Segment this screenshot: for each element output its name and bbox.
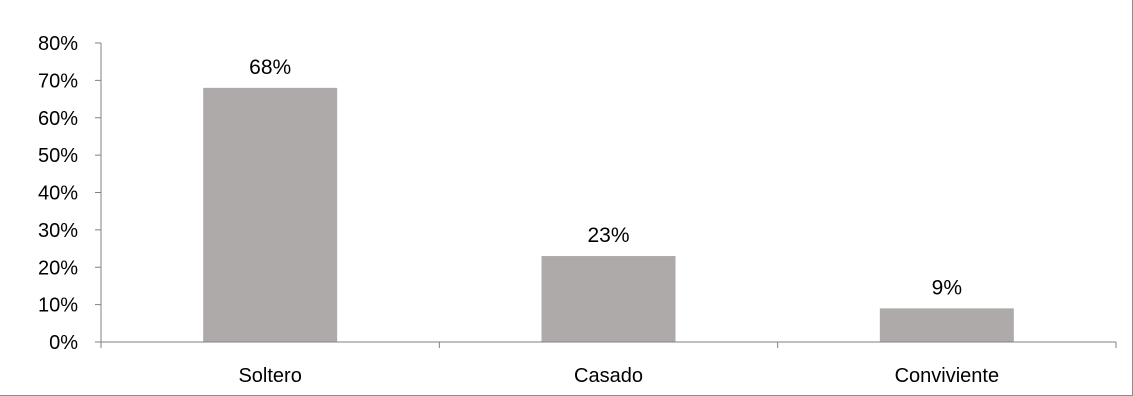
- data-label: 9%: [932, 276, 962, 299]
- bar-conviviente: [879, 308, 1014, 342]
- x-axis: Soltero Casado Conviviente: [100, 341, 1117, 387]
- category-label: Conviviente: [895, 365, 1000, 387]
- y-tick-label: 80%: [38, 33, 78, 55]
- bar-soltero: [203, 87, 338, 342]
- y-tick-label: 40%: [38, 183, 78, 205]
- y-tick-label: 20%: [38, 257, 78, 279]
- bars: [203, 87, 1014, 342]
- category-label: Soltero: [238, 365, 301, 387]
- y-axis: 0% 10% 20% 30% 40% 50% 60% 70% 80%: [38, 33, 102, 354]
- category-label: Casado: [574, 365, 643, 387]
- data-label: 68%: [249, 56, 291, 79]
- y-tick-label: 0%: [49, 332, 78, 354]
- data-label: 23%: [587, 224, 629, 247]
- y-tick-label: 60%: [38, 108, 78, 130]
- bar-casado: [541, 256, 676, 342]
- y-tick-label: 70%: [38, 70, 78, 92]
- y-tick-label: 30%: [38, 220, 78, 242]
- y-tick-label: 50%: [38, 145, 78, 167]
- y-tick-label: 10%: [38, 295, 78, 317]
- data-labels: 68% 23% 9%: [249, 56, 962, 300]
